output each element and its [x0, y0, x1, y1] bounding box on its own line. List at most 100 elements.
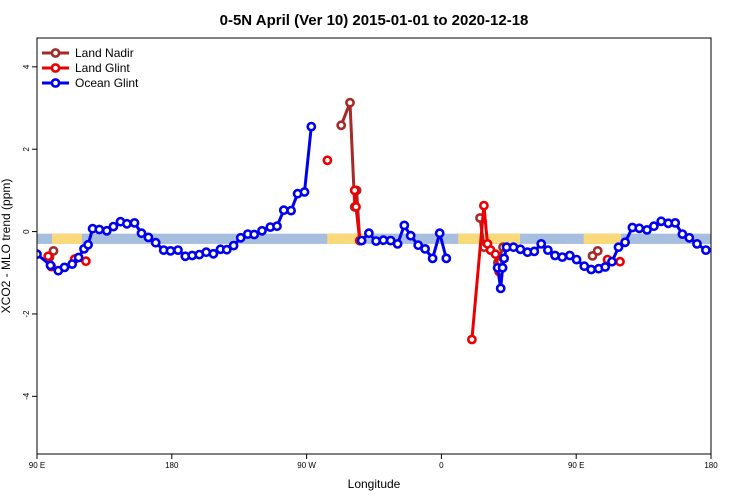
x-axis: 90 E 180 90 W 0 90 E 180 — [29, 454, 718, 470]
land-nadir-point — [345, 97, 355, 108]
ocean-glint-point — [420, 243, 430, 254]
ocean-glint-point — [143, 232, 154, 243]
ocean-glint-point — [649, 221, 659, 232]
ocean-glint-point — [613, 242, 624, 253]
x-tick-label: 90 E — [568, 461, 584, 470]
ocean-glint-point — [607, 256, 617, 267]
ocean-glint-point — [299, 187, 310, 197]
ocean-glint-point — [306, 121, 317, 132]
ocean-glint-point — [413, 240, 424, 251]
band-land — [327, 233, 365, 244]
y-tick-label: 2 — [22, 146, 31, 151]
ocean-glint-point — [434, 228, 445, 239]
series-ocean-glint — [37, 121, 711, 294]
ocean-glint-point — [677, 229, 688, 239]
ocean-glint-point — [441, 253, 452, 264]
ocean-glint-point — [257, 225, 267, 236]
ocean-glint-point — [571, 254, 582, 265]
ocean-glint-point — [83, 239, 93, 250]
ocean-glint-point — [122, 218, 132, 229]
legend-label: Ocean Glint — [75, 76, 139, 90]
ocean-glint-point — [692, 238, 702, 249]
ocean-glint-point — [684, 232, 695, 243]
legend-marker — [50, 63, 61, 73]
ocean-glint-point — [94, 224, 105, 235]
ocean-glint-point — [427, 253, 438, 264]
ocean-glint-point — [221, 244, 232, 255]
series-layer — [37, 97, 711, 345]
land-glint-point — [351, 201, 361, 212]
ocean-glint-point — [165, 245, 176, 256]
chart-title: 0-5N April (Ver 10) 2015-01-01 to 2020-1… — [220, 12, 529, 29]
y-axis-label: XCO2 - MLO trend (ppm) — [0, 179, 13, 314]
plot-frame — [36, 37, 712, 455]
ocean-glint-point — [208, 248, 219, 259]
land-nadir-point — [48, 245, 59, 256]
y-tick-label: -2 — [22, 310, 31, 318]
ocean-glint-point — [399, 220, 410, 231]
legend-marker — [50, 48, 61, 58]
ocean-glint-point — [557, 252, 568, 262]
ocean-glint-point — [405, 230, 416, 241]
land-nadir-point — [336, 120, 347, 131]
legend-item-land-glint: Land Glint — [42, 61, 130, 75]
ocean-glint-point — [392, 238, 403, 249]
band-land — [51, 233, 82, 244]
ocean-glint-point — [286, 205, 296, 216]
ocean-glint-point — [235, 232, 246, 243]
ocean-glint-point — [536, 238, 547, 249]
ocean-glint-point — [495, 283, 506, 294]
land-nadir-point — [592, 245, 603, 256]
ocean-glint-point — [129, 217, 140, 228]
ocean-glint-point — [642, 224, 652, 235]
ocean-glint-point — [586, 264, 597, 275]
legend-item-land-nadir: Land Nadir — [42, 46, 134, 60]
land-glint-point — [490, 249, 501, 260]
ocean-glint-point — [249, 229, 260, 240]
y-tick-label: 0 — [22, 229, 31, 234]
ocean-glint-point — [73, 252, 84, 263]
y-tick-label: 4 — [22, 64, 31, 69]
ocean-glint-point — [620, 237, 630, 248]
ocean-glint-point — [600, 262, 611, 272]
ocean-glint-point — [101, 225, 112, 236]
land-glint-point — [81, 256, 91, 267]
x-tick-label: 90 E — [29, 461, 45, 470]
legend-item-ocean-glint: Ocean Glint — [42, 76, 139, 90]
ocean-glint-point — [108, 221, 119, 232]
legend-marker — [50, 78, 61, 88]
ocean-glint-point — [59, 262, 70, 273]
ocean-glint-point — [45, 260, 56, 271]
land-glint-point — [322, 155, 333, 166]
land-glint-point — [43, 251, 54, 262]
ocean-glint-point — [173, 245, 183, 255]
land-glint-point — [466, 334, 477, 345]
ocean-glint-point — [497, 262, 508, 273]
y-axis: -4 -2 0 2 4 — [22, 64, 37, 400]
ocean-glint-point — [564, 250, 575, 261]
ocean-glint-point — [67, 259, 78, 269]
x-tick-label: 180 — [704, 461, 718, 470]
ocean-glint-point — [499, 253, 509, 264]
ocean-glint-point — [634, 223, 645, 234]
ocean-glint-point — [356, 235, 367, 246]
ocean-glint-point — [363, 228, 374, 239]
x-tick-label: 0 — [439, 461, 444, 470]
y-tick-label: -4 — [22, 392, 31, 400]
ocean-glint-point — [543, 245, 553, 255]
x-tick-label: 180 — [165, 461, 179, 470]
ocean-glint-point — [529, 246, 540, 257]
band-land — [458, 233, 521, 244]
ocean-glint-point — [272, 221, 282, 232]
legend-label: Land Nadir — [75, 46, 134, 60]
legend-label: Land Glint — [75, 61, 130, 75]
ocean-glint-point — [701, 245, 711, 255]
ocean-glint-point — [136, 228, 147, 239]
land-glint-point — [349, 185, 360, 196]
x-tick-label: 90 W — [297, 461, 316, 470]
x-axis-label: Longitude — [348, 477, 401, 491]
land-glint-point — [478, 200, 489, 211]
land-glint-point — [615, 256, 625, 267]
